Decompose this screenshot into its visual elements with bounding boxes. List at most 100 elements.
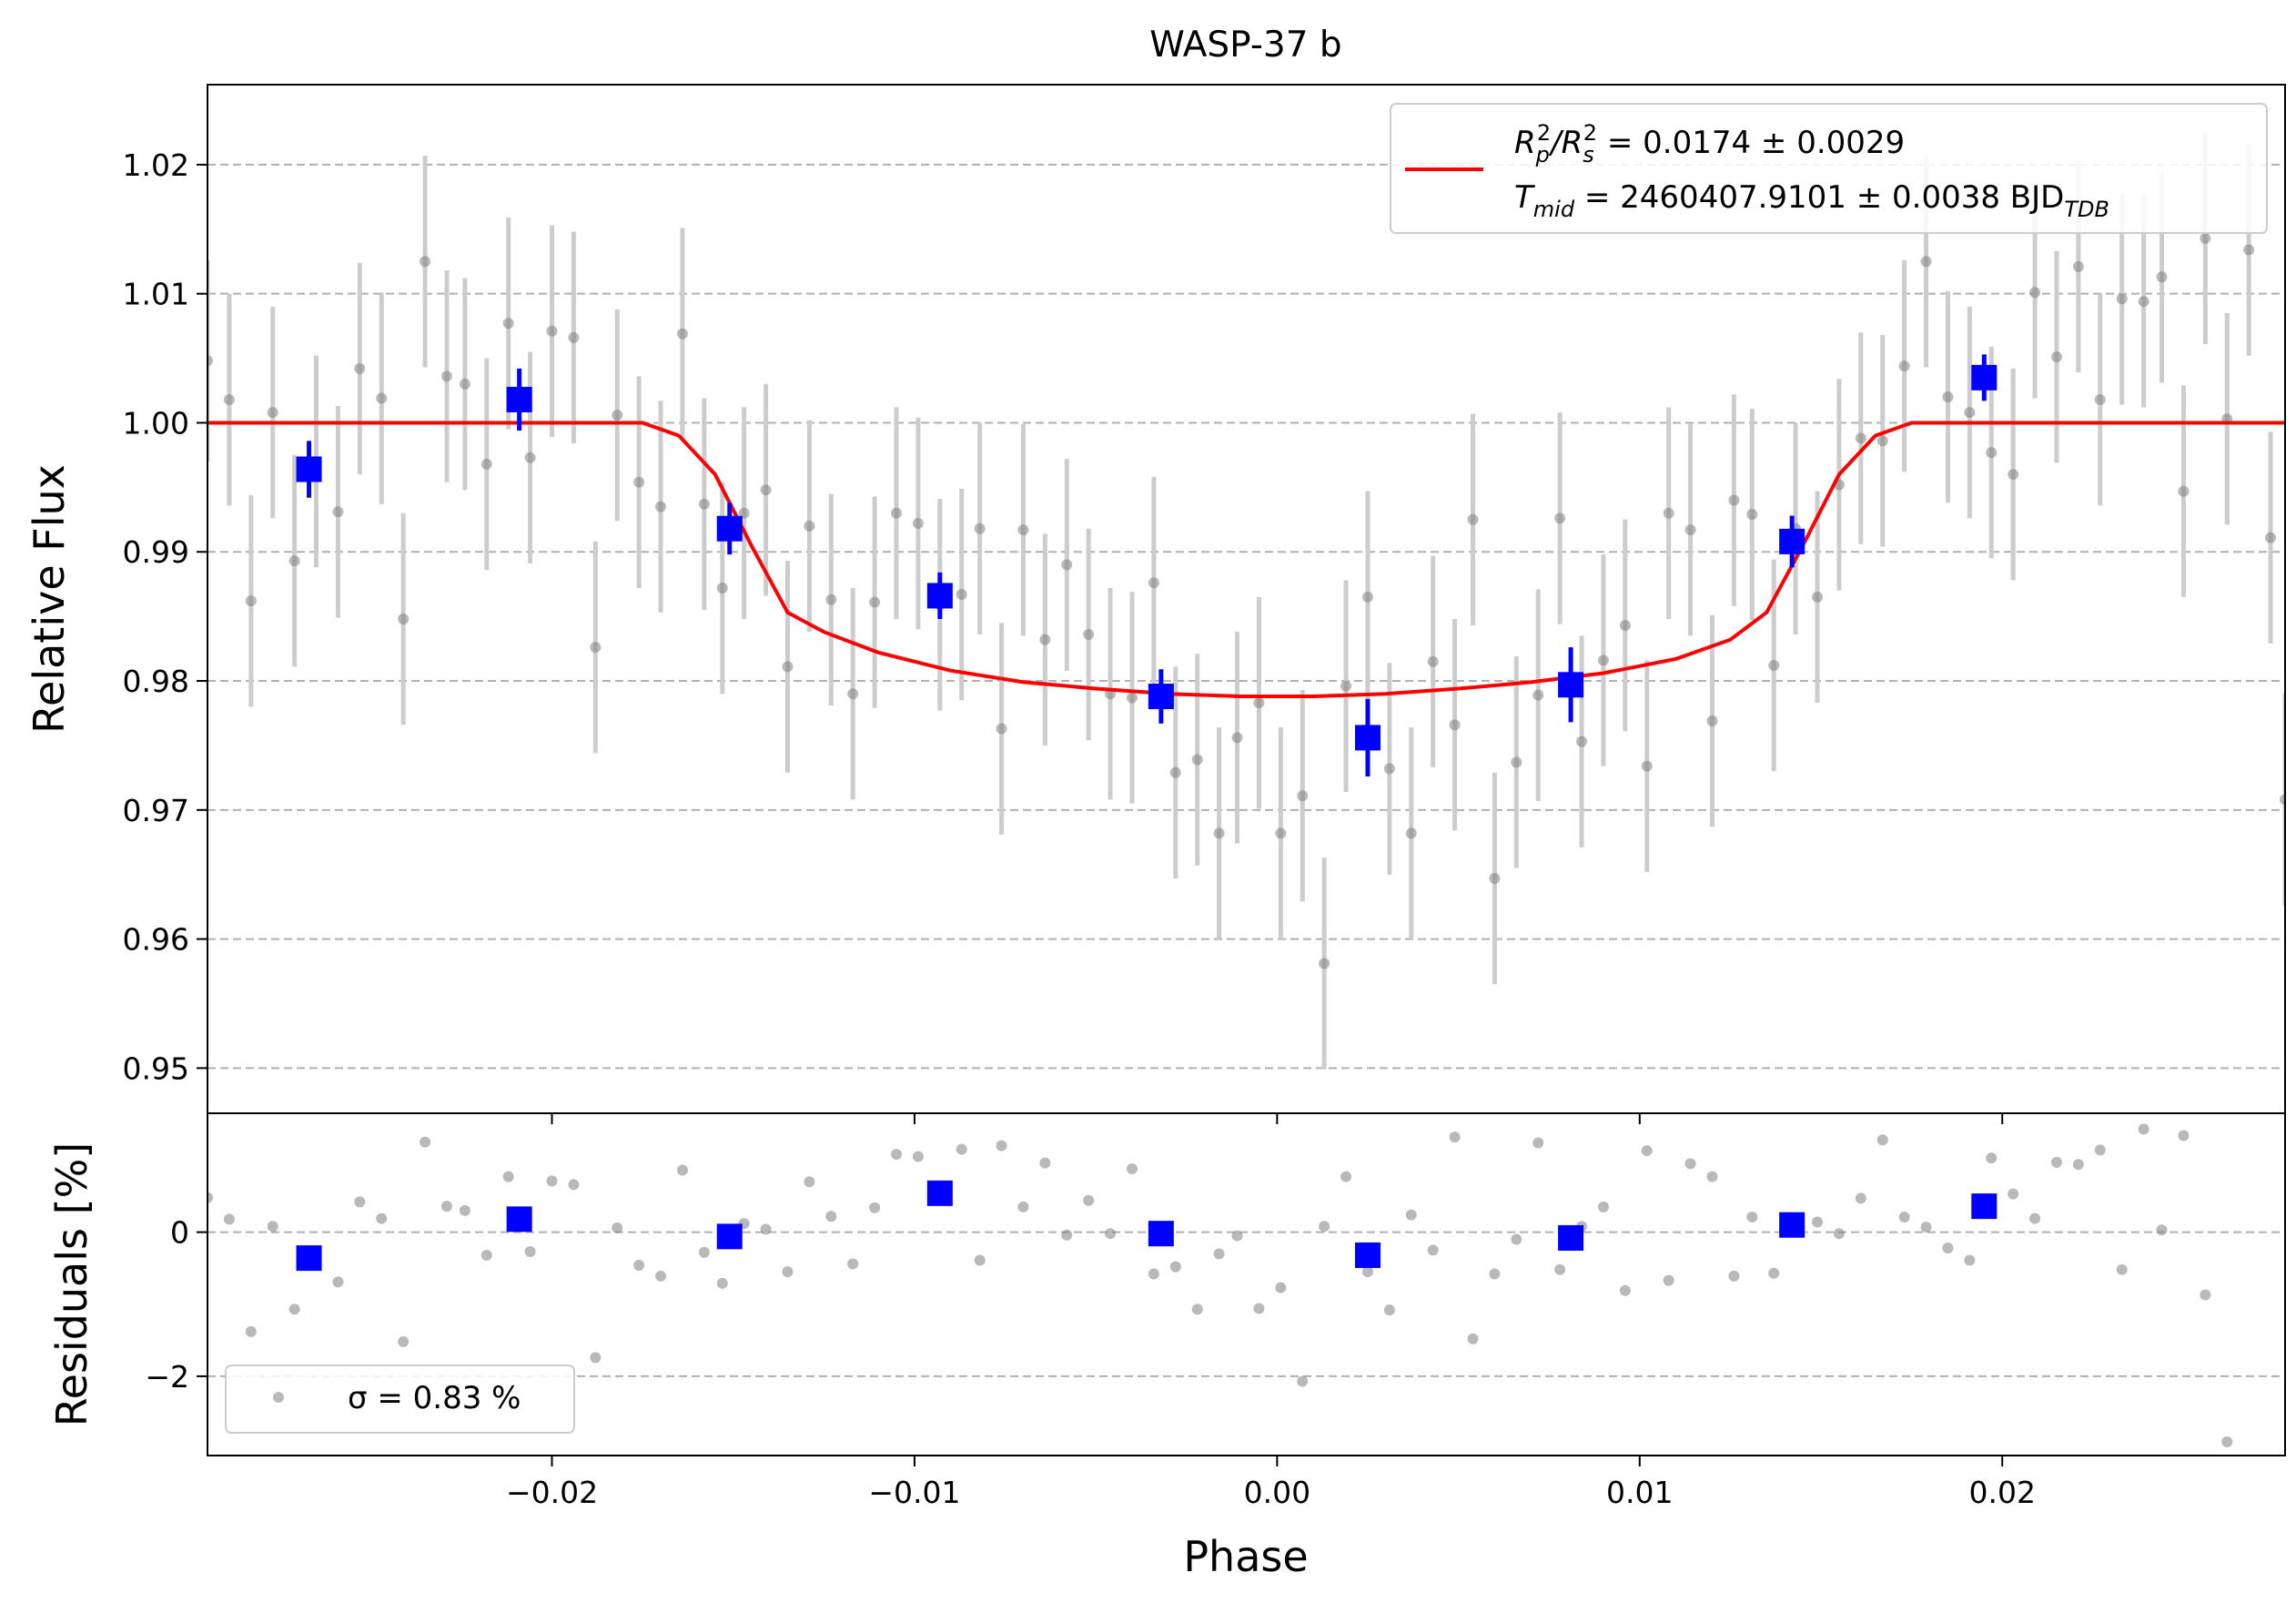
raw-flux-point bbox=[891, 507, 903, 519]
raw-flux-point bbox=[376, 392, 388, 404]
model-legend: Rp2/Rs2 = 0.0174 ± 0.0029 Tmid = 2460407… bbox=[1390, 103, 2268, 234]
raw-residual-point bbox=[1083, 1194, 1095, 1206]
raw-residual-point bbox=[332, 1276, 344, 1288]
raw-flux-point bbox=[207, 355, 213, 367]
legend-tmid-text: Tmid = 2460407.9101 ± 0.0038 BJDTDB bbox=[1514, 179, 2109, 222]
raw-flux-point bbox=[354, 362, 366, 374]
raw-flux-point bbox=[1083, 628, 1095, 640]
residual-y-ticks: −2 0 bbox=[145, 1215, 207, 1395]
raw-flux-point bbox=[1039, 634, 1051, 645]
raw-residual-point bbox=[869, 1202, 881, 1213]
raw-flux-point bbox=[1663, 507, 1674, 519]
legend-r-value: = 0.0174 ± 0.0029 bbox=[1597, 125, 1905, 161]
raw-flux-point bbox=[2280, 794, 2285, 806]
flux-y-ticks: 0.95 0.96 0.97 0.98 0.99 1.00 1.01 1.02 bbox=[123, 147, 207, 1086]
raw-residual-point bbox=[1340, 1171, 1352, 1182]
binned-residual-point bbox=[1779, 1212, 1805, 1238]
residuals-gridlines bbox=[207, 1231, 2285, 1377]
raw-residual-point bbox=[612, 1222, 623, 1233]
raw-residual-point bbox=[1746, 1211, 1758, 1223]
binned-residual-point bbox=[1971, 1193, 1998, 1220]
raw-residual-point bbox=[354, 1196, 366, 1208]
raw-residual-point bbox=[782, 1266, 794, 1278]
raw-flux-point bbox=[1405, 827, 1417, 839]
raw-flux-point bbox=[760, 484, 772, 496]
raw-flux-point bbox=[1449, 719, 1461, 731]
raw-residual-point bbox=[1467, 1333, 1479, 1344]
raw-flux-point bbox=[2029, 287, 2041, 299]
binned-flux-points bbox=[296, 354, 1998, 776]
flux-tick-label: 0.96 bbox=[123, 922, 189, 958]
raw-residual-point bbox=[1061, 1229, 1073, 1241]
raw-flux-point bbox=[2200, 232, 2211, 244]
phase-tick-label: 0.01 bbox=[1606, 1475, 1673, 1510]
raw-flux-point bbox=[2156, 271, 2168, 283]
raw-residual-point bbox=[1920, 1222, 1932, 1233]
raw-residual-point bbox=[1449, 1131, 1461, 1143]
raw-flux-point bbox=[996, 723, 1007, 735]
raw-residual-point bbox=[912, 1151, 924, 1162]
raw-residual-point bbox=[2116, 1263, 2128, 1275]
raw-residual-point bbox=[1231, 1230, 1243, 1242]
raw-residual-point bbox=[2138, 1123, 2149, 1135]
phase-tick-label: −0.01 bbox=[868, 1475, 960, 1510]
raw-residual-point bbox=[398, 1335, 410, 1347]
phase-tick-label: 0.02 bbox=[1968, 1475, 2035, 1510]
raw-residual-point bbox=[1898, 1211, 1910, 1223]
legend-r-sub-1: p bbox=[1535, 142, 1550, 167]
raw-residual-point bbox=[1876, 1134, 1888, 1146]
sigma-legend-text: σ = 0.83 % bbox=[348, 1380, 521, 1416]
legend-r-symbol-2: /R bbox=[1548, 125, 1583, 161]
raw-flux-point bbox=[245, 595, 257, 607]
raw-residual-point bbox=[1855, 1192, 1866, 1204]
raw-residual-point bbox=[546, 1175, 558, 1187]
raw-flux-point bbox=[1684, 524, 1696, 536]
binned-residual-point bbox=[296, 1245, 322, 1272]
raw-flux-point bbox=[1898, 360, 1910, 372]
raw-flux-point bbox=[1619, 620, 1631, 632]
raw-flux-point bbox=[1728, 494, 1740, 506]
raw-flux-point bbox=[1061, 559, 1073, 571]
raw-flux-point bbox=[1297, 790, 1309, 802]
raw-residual-point bbox=[1169, 1261, 1181, 1273]
raw-residual-point bbox=[1511, 1233, 1522, 1245]
raw-residual-point bbox=[1619, 1284, 1631, 1296]
raw-flux-point bbox=[524, 451, 536, 463]
binned-flux-point bbox=[926, 583, 953, 609]
raw-residual-point bbox=[1728, 1270, 1740, 1282]
raw-flux-point bbox=[1986, 447, 1998, 459]
binned-flux-point bbox=[1558, 672, 1584, 698]
raw-flux-point bbox=[2072, 260, 2084, 272]
raw-residual-point bbox=[440, 1201, 452, 1212]
residual-tick-label: −2 bbox=[145, 1359, 189, 1395]
raw-flux-point bbox=[1126, 692, 1138, 704]
sigma-legend: σ = 0.83 % bbox=[225, 1365, 575, 1434]
raw-flux-point bbox=[332, 506, 344, 518]
raw-flux-point bbox=[1554, 512, 1566, 524]
raw-flux-point bbox=[956, 589, 967, 601]
raw-residual-point bbox=[502, 1171, 514, 1182]
raw-residual-point bbox=[1706, 1171, 1718, 1182]
raw-residual-point bbox=[2072, 1159, 2084, 1171]
binned-flux-point bbox=[1971, 364, 1998, 391]
raw-residual-point bbox=[891, 1149, 903, 1161]
model-legend-box bbox=[1390, 103, 2268, 234]
raw-residual-point bbox=[2094, 1144, 2106, 1156]
flux-tick-label: 0.95 bbox=[123, 1050, 189, 1086]
binned-residual-points bbox=[296, 1180, 1998, 1272]
raw-residual-point bbox=[1833, 1228, 1845, 1240]
raw-residual-point bbox=[1986, 1152, 1998, 1164]
raw-flux-point bbox=[2094, 393, 2106, 405]
residuals-axes-frame bbox=[207, 1112, 2286, 1456]
raw-residual-point bbox=[1427, 1244, 1439, 1256]
raw-flux-point bbox=[1361, 591, 1373, 603]
raw-flux-point bbox=[1768, 660, 1780, 672]
legend-t-value: = 2460407.9101 ± 0.0038 BJD bbox=[1574, 179, 2064, 216]
phase-tick-label: 0.00 bbox=[1244, 1475, 1310, 1510]
legend-t-symbol: T bbox=[1514, 179, 1535, 216]
legend-r-symbol-1: R bbox=[1514, 125, 1536, 161]
raw-flux-point bbox=[288, 555, 300, 567]
raw-flux-point bbox=[1467, 513, 1479, 525]
binned-flux-point bbox=[506, 386, 532, 412]
